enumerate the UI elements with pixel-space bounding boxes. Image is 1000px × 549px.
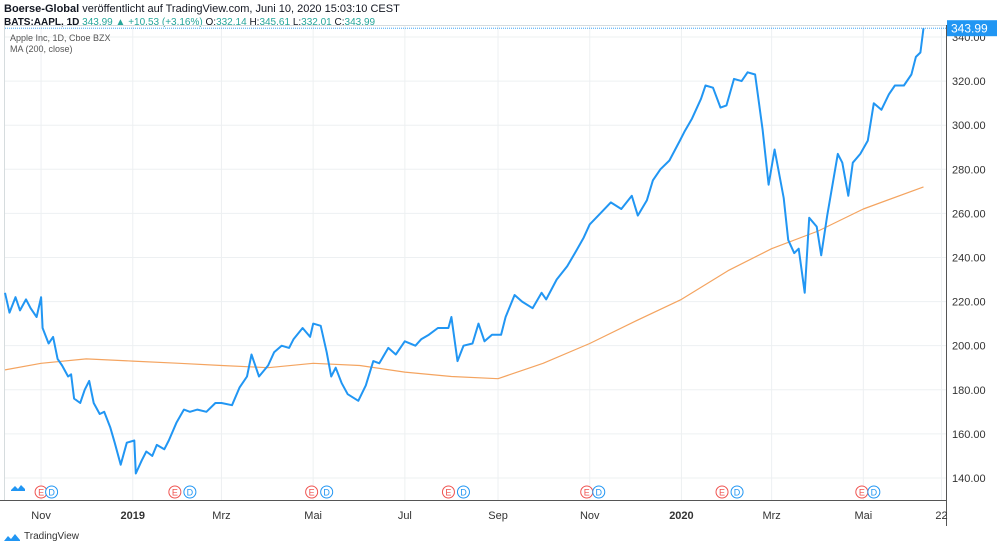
close-value: 343.99 — [344, 17, 376, 28]
x-tick-label: Mrz — [212, 510, 230, 522]
x-tick-label: Nov — [31, 510, 51, 522]
publisher-line: Boerse-Global veröffentlicht auf Trading… — [4, 2, 400, 16]
x-tick-label: Mrz — [762, 510, 780, 522]
event-marker-letter: E — [309, 488, 315, 498]
low-value: 332.01 — [301, 17, 332, 28]
x-tick-label: Mai — [304, 510, 322, 522]
y-tick-label: 320.00 — [952, 76, 986, 88]
earnings-marker — [441, 485, 455, 499]
x-tick-label: 22 — [935, 510, 947, 522]
grid — [5, 26, 946, 500]
close-label: C: — [334, 17, 345, 28]
y-tick-label: 160.00 — [952, 429, 986, 441]
y-tick-label: 280.00 — [952, 164, 986, 176]
dividend-marker — [867, 485, 881, 499]
event-marker-letter: E — [172, 488, 178, 498]
series-lines — [4, 28, 925, 475]
low-label: L: — [292, 17, 302, 28]
high-value: 345.61 — [259, 17, 291, 28]
y-tick-label: 180.00 — [952, 385, 986, 397]
x-tick-label: 2020 — [669, 510, 693, 522]
dividend-marker — [45, 485, 59, 499]
event-marker-letter: D — [596, 488, 603, 498]
open-value: 332.14 — [216, 17, 247, 28]
event-marker-letter: E — [719, 488, 725, 498]
y-tick-label: 240.00 — [952, 252, 986, 264]
chart-legend: Apple Inc, 1D, Cboe BZX MA (200, close) — [10, 33, 111, 55]
x-tick-label: Sep — [488, 510, 508, 522]
dividend-marker — [320, 485, 334, 499]
last-price-badge-text: 343.99 — [951, 22, 988, 36]
last-price-badge — [947, 20, 997, 37]
y-tick-label: 300.00 — [952, 120, 986, 132]
tradingview-logo-icon[interactable] — [11, 485, 25, 491]
event-marker-letter: E — [584, 488, 590, 498]
open-label: O: — [205, 17, 217, 28]
event-marker-letter: D — [48, 488, 55, 498]
legend-series: Apple Inc, 1D, Cboe BZX — [10, 33, 111, 43]
earnings-marker — [305, 485, 319, 499]
last-price: 343.99 — [82, 17, 113, 28]
symbol: BATS:AAPL, 1D — [4, 17, 80, 28]
legend-ma: MA (200, close) — [10, 44, 73, 54]
dividend-marker — [183, 485, 197, 499]
event-marker-letter: D — [187, 488, 194, 498]
y-axis-labels: 140.00 160.00 180.00 200.00 220.00 240.00 260.… — [952, 32, 986, 485]
tradingview-footer-icon — [4, 533, 20, 541]
plot-frame — [4, 25, 947, 501]
up-arrow-icon: ▲ — [115, 17, 126, 28]
footer[interactable]: TradingView — [4, 531, 79, 542]
earnings-marker — [168, 485, 182, 499]
footer-brand: TradingView — [24, 531, 80, 542]
earnings-marker — [715, 485, 729, 499]
x-tick-label: Jul — [398, 510, 412, 522]
price-series-line — [4, 28, 925, 475]
dividend-marker — [456, 485, 470, 499]
event-marker-letter: E — [38, 488, 44, 498]
x-axis-labels: Nov 2019 Mrz Mai Jul Sep Nov 2020 Mrz Mai 22 — [31, 510, 947, 522]
price-change: +10.53 (+3.16%) — [128, 17, 203, 28]
published-info: veröffentlicht auf TradingView.com, Juni… — [82, 3, 400, 15]
y-tick-label: 200.00 — [952, 341, 986, 353]
y-tick-label: 140.00 — [952, 473, 986, 485]
event-marker-letter: D — [460, 488, 467, 498]
y-tick-label: 220.00 — [952, 297, 986, 309]
x-tick-label: Mai — [854, 510, 872, 522]
dividend-marker — [730, 485, 744, 499]
dividend-marker — [592, 485, 606, 499]
event-marker-letter: D — [871, 488, 878, 498]
event-marker-letter: D — [734, 488, 741, 498]
ma-series-line — [4, 186, 924, 380]
event-marker-letter: D — [323, 488, 330, 498]
x-tick-label: Nov — [580, 510, 600, 522]
publisher-name: Boerse-Global — [4, 3, 80, 15]
x-tick-label: 2019 — [121, 510, 145, 522]
high-label: H: — [249, 17, 260, 28]
event-marker-letter: E — [859, 488, 865, 498]
y-tick-label: 260.00 — [952, 208, 986, 220]
event-marker-letter: E — [445, 488, 451, 498]
quote-line: BATS:AAPL, 1D 343.99 ▲ +10.53 (+3.16%) O… — [4, 16, 375, 29]
